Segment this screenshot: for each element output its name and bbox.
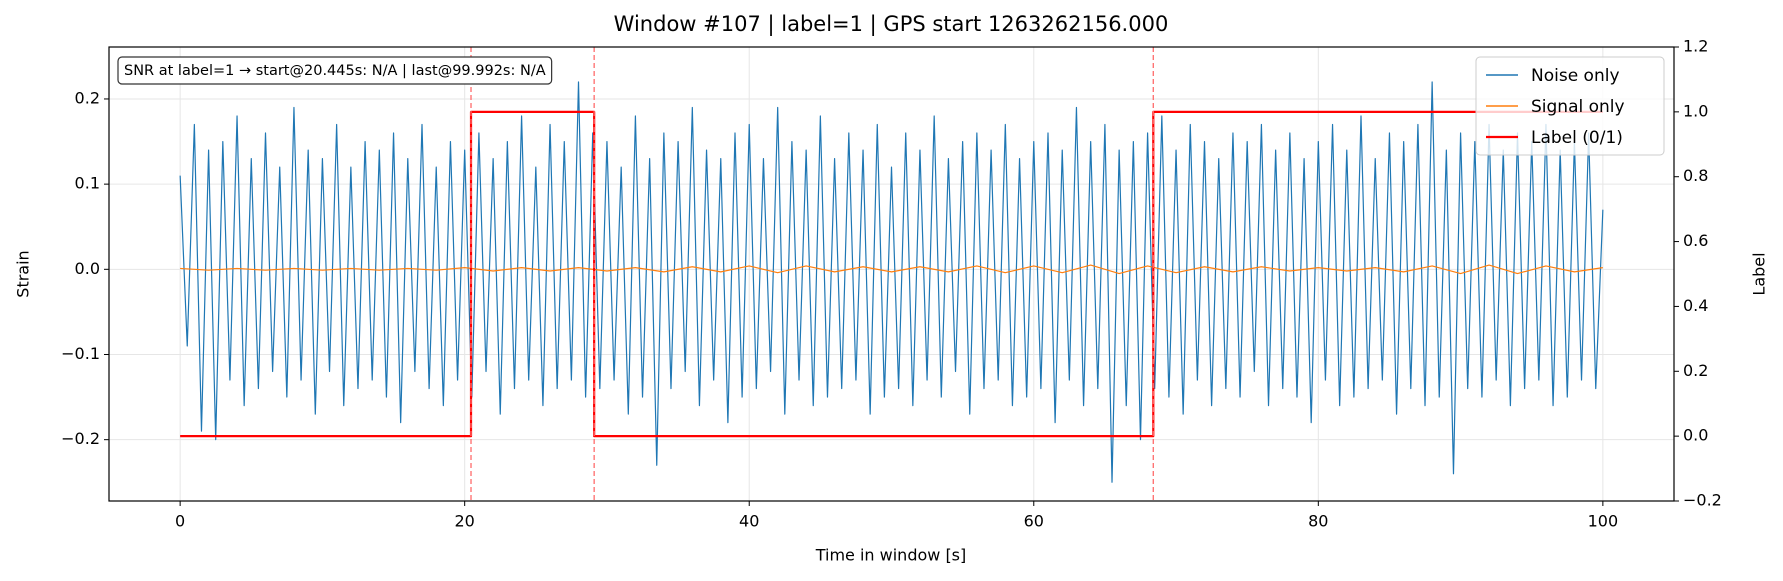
y-tick-label: −0.2 [61, 429, 100, 448]
series-line [180, 110, 1603, 438]
y2-tick-label: 0.2 [1683, 361, 1708, 380]
y2-tick-label: −0.2 [1683, 491, 1722, 510]
series-line [180, 264, 1603, 275]
y2-tick-label: 0.8 [1683, 166, 1708, 185]
legend-label: Signal only [1531, 97, 1625, 117]
annotation-box [117, 56, 553, 85]
y-tick-label: 0.1 [75, 174, 100, 193]
y-axis-label: Strain [14, 250, 33, 297]
chart-title: Window #107 | label=1 | GPS start 126326… [614, 12, 1169, 37]
x-tick-label: 100 [1588, 512, 1619, 531]
x-tick-label: 20 [455, 512, 475, 531]
y-tick-label: 0.2 [75, 88, 100, 107]
y2-tick-label: 0.0 [1683, 426, 1708, 445]
y2-tick-label: 1.0 [1683, 101, 1708, 120]
y2-tick-label: 1.2 [1683, 37, 1708, 56]
legend-label: Label (0/1) [1531, 128, 1623, 148]
x-axis-label: Time in window [s] [815, 546, 967, 565]
y2-tick-label: 0.4 [1683, 296, 1708, 315]
y2-axis-label: Label [1750, 252, 1769, 295]
x-tick-label: 40 [739, 512, 759, 531]
x-tick-label: 60 [1024, 512, 1044, 531]
annotation: SNR at label=1 → start@20.445s: N/A | la… [124, 63, 546, 79]
x-tick-label: 80 [1308, 512, 1328, 531]
legend-label: Noise only [1531, 66, 1620, 86]
plot-area [179, 81, 1604, 483]
y-tick-label: −0.1 [61, 344, 100, 363]
x-tick-label: 0 [175, 512, 185, 531]
plot-frame [108, 46, 1675, 502]
y-tick-label: 0.0 [75, 259, 100, 278]
legend-box [1475, 56, 1665, 156]
y2-tick-label: 0.6 [1683, 231, 1708, 250]
series-line [179, 81, 1604, 483]
